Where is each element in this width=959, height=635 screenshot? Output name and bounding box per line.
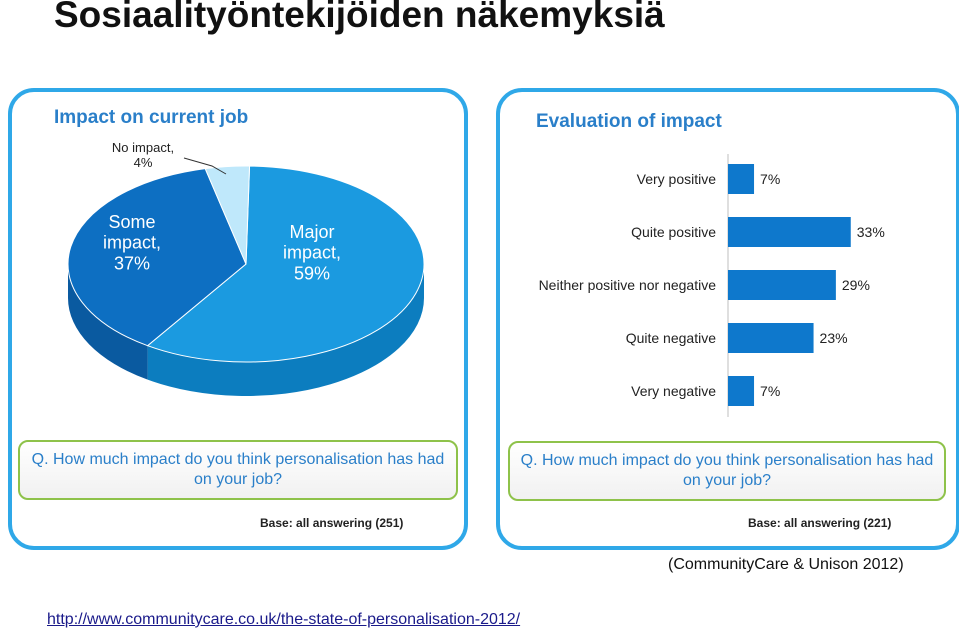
pie-slice bbox=[67, 168, 247, 347]
bar-value-label: 29% bbox=[842, 277, 870, 293]
pie-leader-line bbox=[183, 157, 227, 175]
slide-title: Sosiaalityöntekijöiden näkemyksiä bbox=[54, 0, 665, 35]
pie-slice-label-line: 37% bbox=[114, 253, 150, 273]
bar-question-box: Q. How much impact do you think personal… bbox=[508, 441, 946, 501]
bar bbox=[728, 164, 755, 194]
pie-chart: Major impact, 59%Some impact, 37%No impact, 4… bbox=[67, 140, 425, 396]
pie-slice-label-line: No impact, bbox=[112, 140, 174, 155]
bar bbox=[728, 217, 851, 247]
source-link[interactable]: http://www.communitycare.co.uk/the-state… bbox=[47, 611, 521, 628]
pie-slice-label-line: 59% bbox=[294, 263, 330, 283]
pie-slice bbox=[204, 165, 251, 265]
pie-chart-title: Impact on current job bbox=[54, 107, 249, 128]
bar-value-label: 7% bbox=[760, 383, 780, 399]
bar-value-label: 33% bbox=[857, 224, 885, 240]
bar-value-label: 23% bbox=[820, 330, 848, 346]
bar-chart: Very positive 7% Quite positive 33% Neither … bbox=[539, 154, 885, 417]
pie-slice-label-line: impact, bbox=[283, 243, 341, 263]
bar-category-label: Very positive bbox=[637, 171, 717, 187]
pie-slice-label-line: impact, bbox=[103, 233, 161, 253]
bar-chart-title: Evaluation of impact bbox=[536, 111, 722, 132]
pie-slice-side bbox=[147, 264, 424, 396]
bar-question-text: Q. How much impact do you think personal… bbox=[520, 452, 934, 489]
pie-slice-side bbox=[68, 264, 148, 380]
pie-slice bbox=[146, 165, 425, 363]
pie-question-text: Q. How much impact do you think personal… bbox=[31, 451, 445, 488]
bar bbox=[728, 323, 814, 353]
pie-slice-label: Major impact, 59% bbox=[283, 222, 341, 283]
pie-slice-label-line: Some bbox=[108, 212, 155, 232]
bar-category-label: Very negative bbox=[631, 383, 716, 399]
pie-question-box: Q. How much impact do you think personal… bbox=[18, 440, 458, 500]
pie-slice-label: Some impact, 37% bbox=[103, 212, 161, 273]
pie-base-note: Base: all answering (251) bbox=[260, 516, 404, 530]
bar-category-label: Quite positive bbox=[631, 224, 716, 240]
bar bbox=[728, 376, 755, 406]
source-note: (CommunityCare & Unison 2012) bbox=[668, 556, 904, 573]
pie-slice-label: No impact, 4% bbox=[112, 140, 174, 170]
pie-slice-label-line: Major bbox=[289, 222, 334, 242]
bar-category-label: Quite negative bbox=[626, 330, 716, 346]
bar-chart-panel: Evaluation of impact Very positive 7% Quit… bbox=[496, 88, 959, 550]
bar-category-label: Neither positive nor negative bbox=[539, 277, 717, 293]
pie-chart-panel: Impact on current job Major impact, 59% Som… bbox=[8, 88, 468, 550]
bar bbox=[728, 270, 836, 300]
pie-slice-label-line: 4% bbox=[134, 155, 153, 170]
bar-base-note: Base: all answering (221) bbox=[748, 516, 892, 530]
bar-value-label: 7% bbox=[760, 171, 780, 187]
